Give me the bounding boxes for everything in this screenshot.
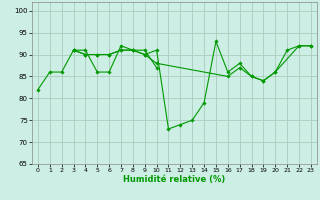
X-axis label: Humidité relative (%): Humidité relative (%) [123, 175, 226, 184]
